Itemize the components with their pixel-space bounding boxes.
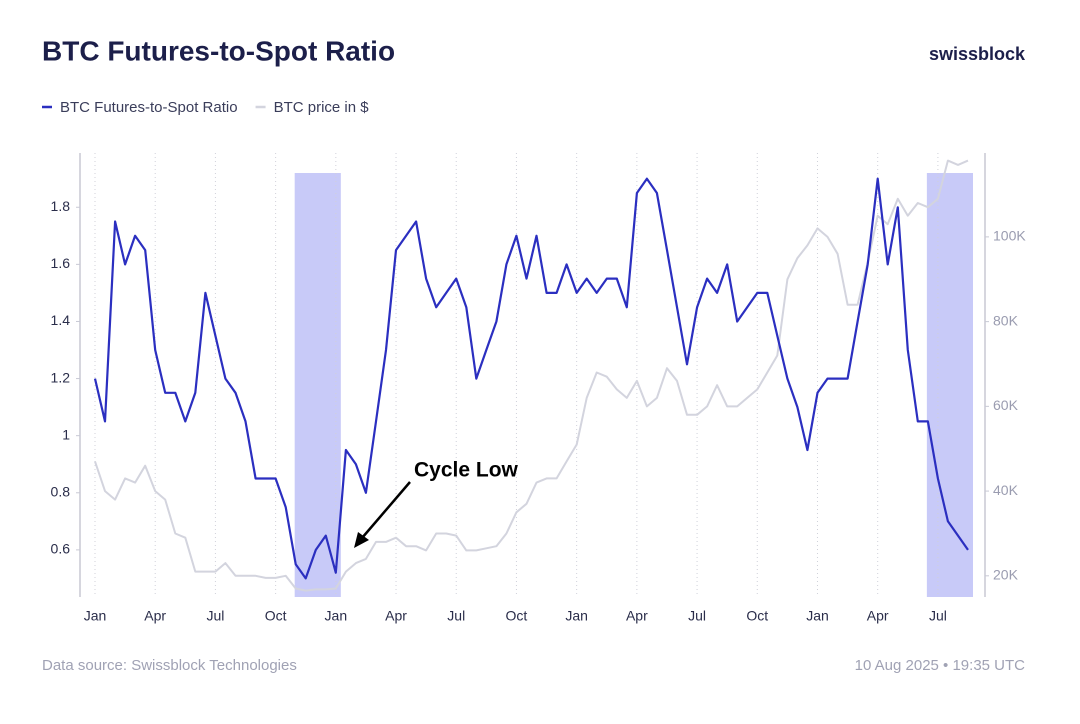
- y-tick-label: 1.2: [51, 369, 71, 385]
- x-tick-label: Apr: [867, 608, 889, 624]
- y2-tick-label: 60K: [993, 397, 1019, 413]
- x-tick-label: Apr: [385, 608, 407, 624]
- highlight: [926, 173, 973, 597]
- annotation: Cycle Low: [414, 459, 519, 482]
- x-tick-label: Jul: [447, 608, 465, 624]
- timestamp: 10 Aug 2025 • 19:35 UTC: [855, 657, 1026, 674]
- legend: BTC Futures-to-Spot Ratio BTC price in $: [42, 99, 369, 116]
- x-tick-label: Jul: [688, 608, 706, 624]
- x-tick-label: Oct: [506, 608, 528, 624]
- y-tick-label: 1.6: [51, 255, 71, 271]
- x-tick-label: Jan: [84, 608, 107, 624]
- x-tick-label: Oct: [746, 608, 768, 624]
- series-line: [93, 177, 969, 580]
- x-tick-label: Jul: [206, 608, 224, 624]
- y-tick-label: 1: [62, 426, 70, 442]
- x-tick-label: Jan: [325, 608, 348, 624]
- y2-tick-label: 40K: [993, 482, 1019, 498]
- y2-tick-label: 100K: [993, 228, 1026, 244]
- x-tick-label: Jan: [565, 608, 588, 624]
- annotation-arrow: [361, 481, 411, 539]
- x-tick-label: Jul: [929, 608, 947, 624]
- brand: swissblock: [929, 44, 1026, 64]
- y-tick-label: 1.4: [51, 312, 71, 328]
- y2-tick-label: 80K: [993, 312, 1019, 328]
- x-tick-label: Jan: [806, 608, 829, 624]
- y2-tick-label: 20K: [993, 567, 1019, 583]
- plot: Jan Apr Jul Oct Jan Apr Jul Oct Jan Apr Jul Oct Jan A…: [51, 153, 1026, 624]
- series-line: [94, 159, 969, 592]
- legend-label: BTC price in $: [274, 99, 370, 116]
- y-tick-label: 1.8: [51, 198, 71, 214]
- y-tick-label: 0.8: [51, 483, 71, 499]
- annotation-arrowhead: [354, 532, 369, 548]
- y-tick-label: 0.6: [51, 541, 71, 557]
- x-tick-label: Apr: [144, 608, 166, 624]
- legend-label: BTC Futures-to-Spot Ratio: [60, 99, 238, 116]
- x-tick-label: Apr: [626, 608, 648, 624]
- source: Data source: Swissblock Technologies: [42, 657, 297, 674]
- highlight: [294, 173, 341, 597]
- x-tick-label: Oct: [265, 608, 287, 624]
- chart-title: BTC Futures-to-Spot Ratio: [42, 35, 395, 66]
